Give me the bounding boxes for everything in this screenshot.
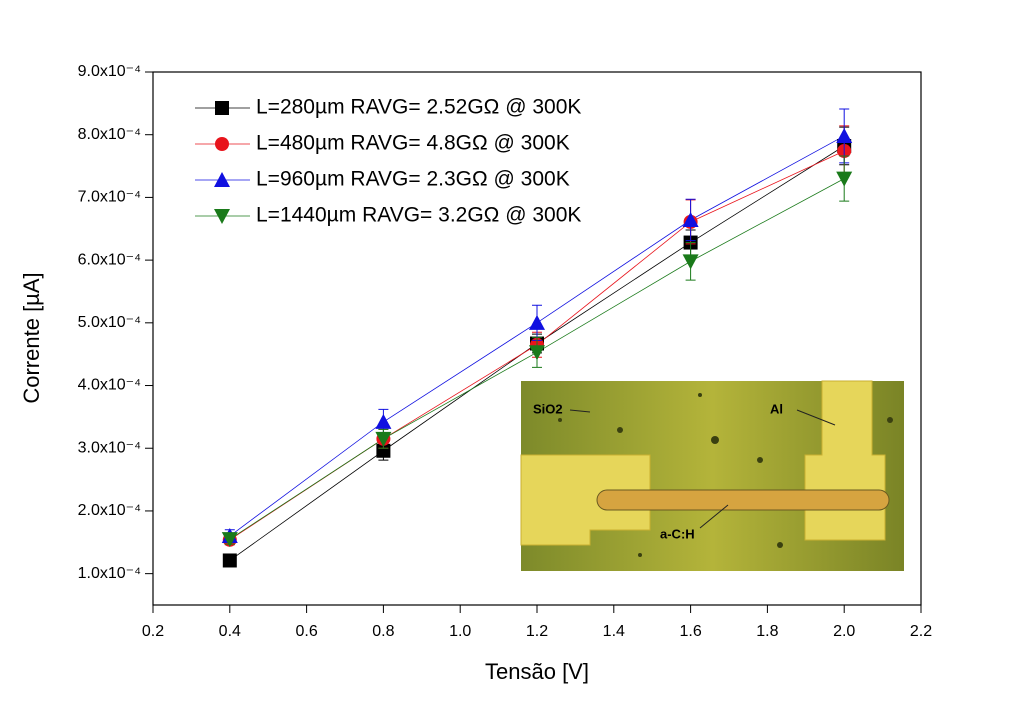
marker	[529, 345, 545, 361]
y-tick-label: 8.0x10⁻⁴	[78, 126, 141, 143]
legend-label: L=1440µm RAVG= 3.2GΩ @ 300K	[256, 204, 581, 227]
legend-label: L=960µm RAVG= 2.3GΩ @ 300K	[256, 168, 570, 191]
y-axis-title: Corrente [µA]	[19, 272, 44, 403]
x-tick-label: 2.2	[910, 623, 932, 640]
legend-label: L=480µm RAVG= 4.8GΩ @ 300K	[256, 132, 570, 155]
marker	[375, 413, 392, 429]
inset-image	[520, 380, 904, 571]
x-axis-title: Tensão [V]	[485, 659, 589, 684]
marker	[682, 211, 699, 227]
x-tick-label: 2.0	[833, 623, 855, 640]
x-tick-label: 1.0	[449, 623, 471, 640]
y-tick-label: 1.0x10⁻⁴	[78, 565, 141, 582]
marker	[529, 314, 545, 330]
legend-marker	[215, 101, 229, 115]
marker	[836, 171, 853, 187]
y-tick-label: 4.0x10⁻⁴	[78, 377, 141, 394]
x-tick-label: 0.2	[142, 623, 164, 640]
marker	[222, 553, 237, 568]
marker	[682, 254, 699, 270]
marker	[836, 127, 853, 143]
x-tick-label: 1.2	[526, 623, 548, 640]
inset-label: SiO2	[533, 401, 563, 416]
x-tick-label: 0.4	[219, 623, 241, 640]
legend-marker	[214, 209, 230, 224]
marker	[221, 532, 238, 548]
inset-label: a-C:H	[660, 526, 695, 541]
legend-label: L=280µm RAVG= 2.52GΩ @ 300K	[256, 96, 581, 119]
x-tick-label: 0.8	[372, 623, 394, 640]
y-tick-label: 6.0x10⁻⁴	[78, 251, 141, 268]
inset-label: Al	[770, 401, 783, 416]
y-tick-label: 2.0x10⁻⁴	[78, 502, 141, 519]
x-tick-label: 0.6	[295, 623, 317, 640]
y-tick-label: 3.0x10⁻⁴	[78, 439, 141, 456]
marker	[376, 443, 391, 458]
marker	[375, 431, 392, 447]
legend-marker	[215, 137, 229, 151]
y-tick-label: 5.0x10⁻⁴	[78, 314, 141, 331]
x-tick-label: 1.6	[679, 623, 701, 640]
y-tick-label: 9.0x10⁻⁴	[78, 63, 141, 80]
x-tick-label: 1.4	[603, 623, 625, 640]
y-tick-label: 7.0x10⁻⁴	[78, 189, 141, 206]
legend-marker	[214, 172, 230, 187]
x-tick-label: 1.8	[756, 623, 778, 640]
